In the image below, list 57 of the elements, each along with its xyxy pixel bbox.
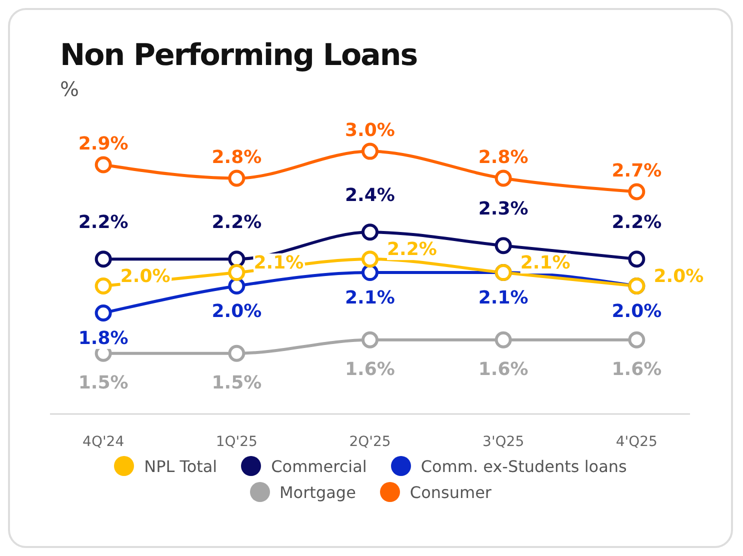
point: [228, 250, 246, 268]
data-label: 2.9%: [78, 134, 128, 155]
point: [362, 264, 378, 282]
legend-label: NPL Total: [143, 456, 218, 476]
point: [494, 331, 512, 348]
point: [94, 278, 112, 295]
data-label: 1.5%: [78, 372, 128, 394]
point: [94, 156, 112, 174]
point: [494, 237, 512, 254]
x-tick-label: 3'Q25: [482, 434, 524, 450]
data-label: 2.2%: [387, 239, 437, 260]
data-label: 2.2%: [78, 212, 128, 233]
data-label: 2.0%: [212, 300, 262, 322]
x-tick-label: 4'Q25: [616, 434, 658, 450]
point: [228, 170, 246, 187]
data-label: 3.0%: [345, 120, 395, 142]
chart-subtitle: %: [60, 77, 80, 101]
data-label: 2.7%: [612, 160, 662, 182]
data-label: 1.5%: [212, 372, 262, 394]
data-label: 2.1%: [520, 252, 570, 274]
point: [94, 250, 112, 268]
point: [228, 264, 246, 282]
legend-label: Comm. ex-Students loans: [420, 456, 627, 476]
point: [628, 183, 646, 200]
data-label: 2.3%: [478, 198, 528, 220]
legend-label: Consumer: [408, 482, 492, 502]
data-label: 2.2%: [212, 212, 262, 233]
chart-title: Non Performing Loans: [60, 38, 418, 73]
data-label: 2.1%: [478, 287, 528, 308]
data-label: 2.0%: [120, 266, 170, 287]
legend-label: Commercial: [270, 456, 367, 476]
x-tick-label: 4Q'24: [82, 434, 124, 450]
data-label: 2.0%: [654, 266, 704, 287]
data-label: 2.2%: [612, 212, 662, 233]
legend-label: Mortgage: [278, 482, 356, 502]
point: [362, 250, 378, 268]
data-label: 2.1%: [345, 287, 395, 308]
data-label: 1.8%: [78, 328, 128, 349]
data-label: 2.1%: [254, 252, 304, 274]
point: [228, 344, 246, 362]
point: [362, 224, 378, 241]
point: [494, 170, 512, 187]
point: [628, 331, 646, 348]
point: [228, 278, 246, 295]
data-label: 2.8%: [478, 147, 528, 168]
x-tick-label: 1Q'25: [216, 434, 258, 450]
x-tick-label: 2Q'25: [349, 434, 391, 450]
data-label: 2.8%: [212, 147, 262, 168]
data-label: 2.4%: [345, 185, 395, 206]
data-label: 1.6%: [612, 358, 662, 380]
point: [628, 250, 646, 268]
data-label: 2.0%: [612, 300, 662, 322]
point: [362, 331, 378, 348]
data-label: 1.6%: [345, 358, 395, 380]
point: [362, 142, 378, 160]
point: [94, 304, 112, 322]
data-label: 1.6%: [478, 358, 528, 380]
